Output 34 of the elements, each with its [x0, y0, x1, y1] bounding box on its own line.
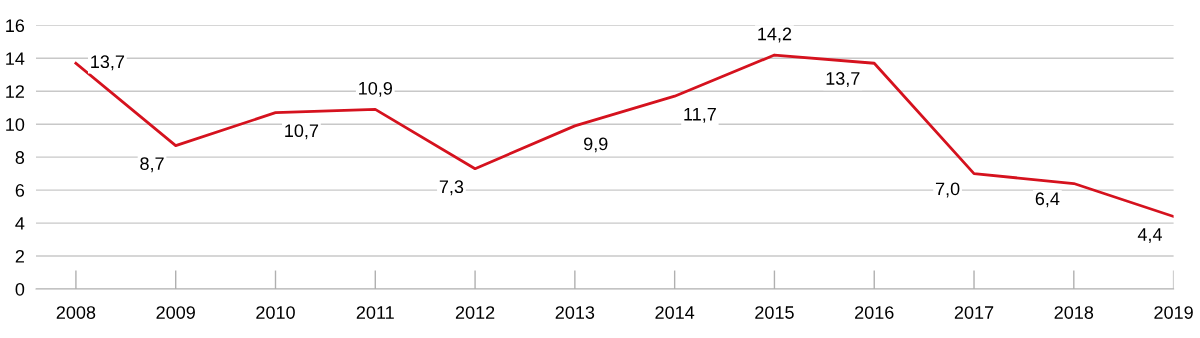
x-tick-label: 2016 [855, 306, 894, 319]
x-tick-label: 2009 [156, 306, 195, 319]
data-label: 4,4 [1137, 228, 1162, 243]
data-label: 6,4 [1035, 192, 1060, 208]
data-label: 7,3 [439, 180, 464, 196]
x-tick-label: 2018 [1054, 306, 1094, 319]
data-label: 13,7 [826, 72, 860, 87]
data-label: 11,7 [684, 107, 716, 123]
x-tick-label: 2014 [655, 306, 695, 319]
x-tick-label: 2012 [455, 306, 495, 319]
y-tick-label: 0 [15, 282, 25, 296]
y-tick-label: 8 [15, 151, 25, 164]
y-tick-label: 6 [15, 184, 25, 197]
x-tick-label: 2010 [256, 306, 295, 319]
line-series [74, 53, 1174, 218]
y-tick-label: 14 [6, 52, 25, 65]
data-label: 9,9 [584, 137, 608, 153]
y-tick-label: 2 [15, 249, 24, 263]
y-tick-label: 4 [15, 217, 25, 230]
x-tick-label: 2011 [356, 306, 394, 319]
x-tick-label: 2017 [954, 306, 994, 319]
x-tick-label: 2008 [56, 306, 96, 319]
data-label: 7,0 [935, 182, 960, 198]
data-label: 8,7 [140, 157, 164, 173]
y-tick-label: 12 [6, 85, 24, 98]
data-label: 10,7 [285, 124, 319, 140]
data-label: 10,9 [359, 81, 392, 97]
data-label: 13,7 [91, 55, 125, 71]
x-tick-label: 2019 [1154, 306, 1193, 319]
y-tick-label: 10 [6, 118, 25, 131]
x-tick-label: 2015 [755, 306, 794, 319]
x-tick-label: 2013 [555, 306, 595, 319]
y-tick-label: 16 [6, 19, 25, 33]
data-label: 14,2 [758, 27, 792, 43]
